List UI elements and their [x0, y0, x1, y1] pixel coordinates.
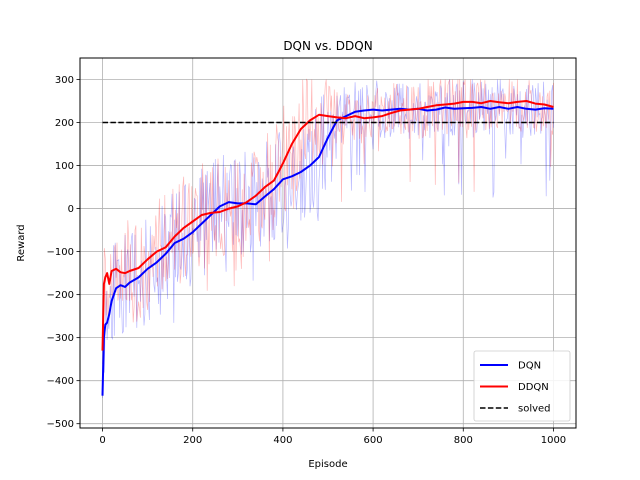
y-tick-label: 0: [68, 204, 74, 215]
series-layer: [101, 100, 554, 396]
legend-label-ddqn: DDQN: [518, 382, 549, 393]
x-tick-label: 0: [99, 435, 105, 446]
plot-frame: [79, 57, 577, 429]
y-tick-label: 200: [55, 118, 74, 129]
y-tick-label: −300: [47, 333, 74, 344]
legend: DQN DDQN solved: [473, 350, 571, 422]
y-axis-label: Reward: [16, 224, 27, 261]
y-tick-label: −500: [47, 419, 74, 430]
y-tick-label: 100: [55, 161, 74, 172]
ticks: 0 200 400 600 800 1000 −500 −400 −300 −200 −100 0 10…: [47, 75, 567, 446]
x-tick-label: 1000: [541, 435, 566, 446]
legend-box: [473, 350, 571, 422]
x-tick-label: 600: [364, 435, 383, 446]
series-line-dqn: [101, 106, 554, 396]
legend-label-dqn: DQN: [518, 361, 541, 372]
x-tick-label: 200: [183, 435, 202, 446]
raw-episode-traces: [102, 78, 554, 398]
series-line-ddqn: [101, 100, 554, 351]
x-axis-label: Episode: [308, 459, 347, 470]
chart-title: DQN vs. DDQN: [283, 39, 372, 53]
y-tick-label: −400: [47, 376, 74, 387]
y-tick-label: −200: [47, 290, 74, 301]
x-tick-label: 400: [273, 435, 292, 446]
y-tick-label: 300: [55, 75, 74, 86]
raw-trace-ddqn: [102, 78, 554, 364]
x-tick-label: 800: [454, 435, 473, 446]
legend-label-solved: solved: [518, 404, 551, 415]
y-tick-label: −100: [47, 247, 74, 258]
raw-trace-dqn: [102, 79, 554, 398]
